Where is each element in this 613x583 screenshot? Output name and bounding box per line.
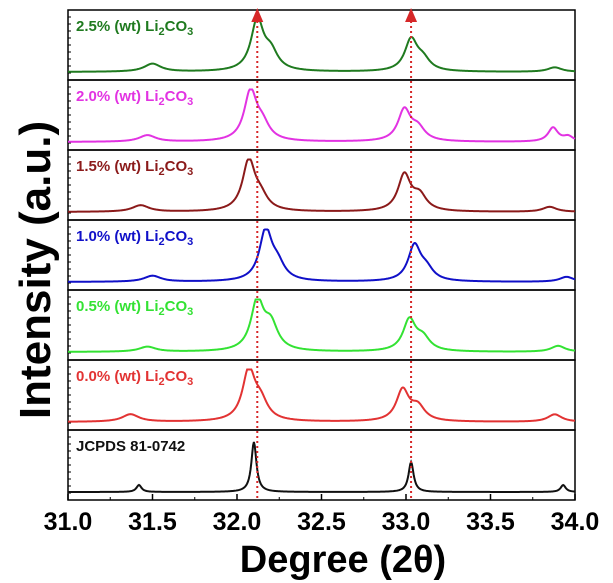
- x-tick-label: 32.5: [297, 508, 346, 536]
- series-label-6: JCPDS 81-0742: [76, 438, 185, 455]
- panel-2: 1.5% (wt) Li2CO3: [67, 149, 576, 221]
- series-label-4: 0.5% (wt) Li2CO3: [76, 298, 193, 318]
- x-tick-label: 34.0: [551, 508, 600, 536]
- series-line-0: [68, 18, 576, 73]
- x-tick-label: 31.5: [128, 508, 177, 536]
- x-tick-label: 33.5: [466, 508, 515, 536]
- reference-lines: [251, 8, 418, 500]
- panels: 2.5% (wt) Li2CO3 2.0% (wt) Li2CO3 1.5% (wt…: [67, 9, 576, 501]
- series-label-0: 2.5% (wt) Li2CO3: [76, 18, 193, 38]
- panel-1: 2.0% (wt) Li2CO3: [67, 79, 576, 151]
- panel-6: JCPDS 81-0742: [67, 429, 576, 501]
- series-line-1: [67, 88, 576, 143]
- panel-4: 0.5% (wt) Li2CO3: [67, 289, 576, 361]
- y-axis-title: Intensity (a.u.): [11, 121, 60, 419]
- panel-0: 2.5% (wt) Li2CO3: [67, 9, 576, 81]
- series-label-1: 2.0% (wt) Li2CO3: [76, 88, 193, 108]
- series-line-4: [68, 298, 576, 353]
- x-axis-ticks: 31.0 31.5 32.0 32.5 33.0 33.5 34.0: [44, 494, 600, 536]
- series-line-2: [68, 158, 576, 213]
- reference-arrow-1: [405, 8, 418, 22]
- series-label-3: 1.0% (wt) Li2CO3: [76, 228, 193, 248]
- x-axis-title: Degree (2θ): [240, 539, 446, 581]
- x-tick-label: 31.0: [44, 508, 93, 536]
- reference-arrow-0: [251, 8, 264, 22]
- series-line-5: [67, 368, 576, 423]
- panel-5: 0.0% (wt) Li2CO3: [67, 359, 576, 431]
- series-label-2: 1.5% (wt) Li2CO3: [76, 158, 193, 178]
- panel-3: 1.0% (wt) Li2CO3: [67, 219, 576, 291]
- series-label-5: 0.0% (wt) Li2CO3: [76, 368, 193, 388]
- x-tick-label: 32.0: [213, 508, 262, 536]
- x-tick-label: 33.0: [382, 508, 431, 536]
- series-line-3: [68, 228, 576, 283]
- series-line-6: [68, 441, 576, 493]
